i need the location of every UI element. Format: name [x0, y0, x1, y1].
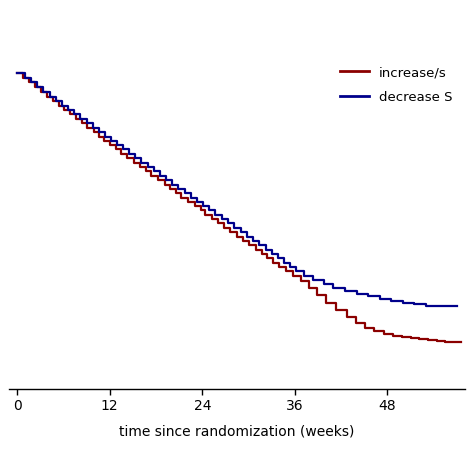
Legend: increase/s, decrease S: increase/s, decrease S [334, 61, 458, 109]
X-axis label: time since randomization (weeks): time since randomization (weeks) [119, 424, 355, 438]
